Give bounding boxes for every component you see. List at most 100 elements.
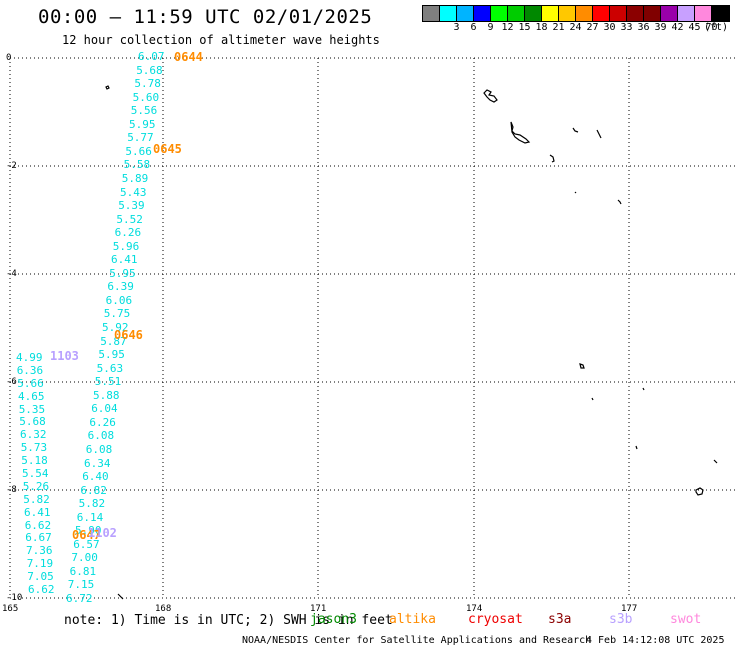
legend-swatch [491, 6, 508, 21]
wave-height-value: 6.40 [82, 470, 109, 484]
wave-height-value: 6.04 [91, 402, 118, 416]
wave-height-value: 7.00 [71, 551, 98, 565]
wave-height-value: 5.88 [93, 388, 120, 402]
legend-swatch [474, 6, 491, 21]
wave-height-value: 5.58 [123, 158, 151, 172]
wave-height-value: 5.96 [112, 239, 140, 253]
legend-swatch [423, 6, 440, 21]
wave-height-value: 5.18 [21, 454, 48, 468]
wave-height-value: 5.73 [20, 441, 48, 455]
legend-label: 18 [535, 22, 548, 33]
wave-height-value: 6.08 [87, 429, 115, 443]
lat-label-2s: -2 [6, 161, 17, 171]
wave-height-value: 6.57 [73, 537, 100, 551]
lat-label-0: 0 [6, 53, 11, 63]
wave-height-value: 5.63 [96, 361, 124, 375]
island-nonouti [549, 154, 555, 163]
wave-height-value: 5.68 [19, 415, 46, 429]
wave-height-value: 5.51 [94, 375, 122, 389]
pass-time-label: 1102 [88, 526, 117, 540]
wave-height-value: 6.26 [89, 415, 116, 429]
island-abemama-atoll [510, 121, 531, 144]
lat-labels: 0 -2 -4 -6 -8 -10 [6, 53, 22, 603]
wave-height-value: 4.65 [18, 389, 45, 403]
satellite-legend-cryosat: cryosat [468, 612, 523, 627]
note-text: note: 1) Time is in UTC; 2) SWH is in fe… [64, 613, 393, 628]
legend-label: 9 [487, 22, 494, 33]
wave-height-value: 5.95 [129, 117, 156, 131]
legend-swatch [542, 6, 559, 21]
wave-height-value: 6.06 [105, 293, 133, 307]
wave-height-value: 5.35 [18, 402, 46, 416]
satellite-legend-jason3: jason3 [310, 612, 357, 627]
wave-height-value: 6.41 [111, 253, 138, 267]
wave-height-value: 6.41 [24, 505, 51, 519]
legend-swatch [525, 6, 542, 21]
wave-height-value: 6.72 [66, 592, 93, 605]
wave-height-value: 5.52 [116, 212, 143, 226]
legend-label: 3 [453, 22, 460, 33]
legend-swatch [593, 6, 610, 21]
island-islet-a [574, 191, 577, 194]
island-maiana [596, 129, 602, 139]
lat-label-4s: -4 [6, 269, 17, 279]
wave-height-value: 5.39 [118, 199, 145, 213]
legend-label: 30 [603, 22, 616, 33]
wave-height-value: 5.54 [22, 467, 49, 480]
wave-height-value: 6.62 [28, 583, 55, 596]
wave-height-value: 6.39 [107, 280, 134, 294]
legend-swatch [695, 6, 712, 21]
legend-swatch [644, 6, 661, 21]
pass-time-label: 0644 [174, 50, 203, 64]
island-islet-c [642, 387, 645, 391]
satellite-legend-altika: altika [389, 612, 436, 627]
island-outlines [105, 85, 718, 600]
satellite-legend-s3a: s3a [548, 612, 572, 627]
legend-label: 36 [637, 22, 650, 33]
lon-label-177: 177 [621, 604, 637, 614]
lon-label-165: 165 [2, 604, 18, 614]
island-islet-d [591, 397, 594, 401]
legend-swatch [559, 6, 576, 21]
island-islet-e [635, 445, 638, 450]
legend-label: 27 [586, 22, 599, 33]
wave-height-value: 5.78 [134, 77, 161, 91]
legend-swatch [627, 6, 644, 21]
pass-time-label: 1103 [50, 349, 79, 363]
lon-label-174: 174 [466, 604, 482, 614]
wave-height-value: 5.77 [127, 131, 154, 145]
wave-height-value: 5.82 [23, 492, 50, 506]
wave-height-value: 5.87 [100, 334, 127, 348]
wave-height-value: 5.95 [109, 266, 136, 280]
legend-label: 15 [518, 22, 531, 33]
wave-height-value: 5.95 [98, 348, 125, 362]
island-islet-f [713, 459, 718, 464]
wave-height-value: 5.89 [121, 171, 149, 185]
wave-height-value: 6.26 [114, 226, 142, 240]
wave-height-value: 6.82 [80, 483, 107, 497]
legend-label: 42 [671, 22, 684, 33]
legend-label: 33 [620, 22, 633, 33]
wave-height-value: 7.19 [26, 557, 54, 571]
wave-height-value: 5.82 [78, 497, 106, 511]
wave-height-value: 7.15 [67, 578, 95, 592]
footer-timestamp: 4 Feb 14:12:08 UTC 2025 [586, 635, 725, 646]
legend-swatch [661, 6, 678, 21]
legend-label: 6 [470, 22, 477, 33]
legend-swatch [440, 6, 457, 21]
map-title: 00:00 – 11:59 UTC 02/01/2025 [38, 6, 373, 28]
island-nanumea [579, 363, 585, 369]
island-tarawa-atoll [483, 89, 498, 103]
wave-height-value: 6.81 [69, 564, 97, 578]
lon-label-168: 168 [155, 604, 171, 614]
wave-height-value: 5.92 [102, 321, 129, 334]
pass-time-label: 0647 [72, 528, 101, 542]
pass-time-label: 0645 [153, 142, 182, 156]
legend-swatch [678, 6, 695, 21]
island-islet-g [117, 593, 124, 600]
wave-height-value: 6.36 [16, 363, 44, 377]
wave-height-value: 4.99 [16, 351, 43, 364]
wave-height-value: 6.34 [84, 456, 111, 470]
wave-height-value: 6.07 [138, 50, 165, 63]
